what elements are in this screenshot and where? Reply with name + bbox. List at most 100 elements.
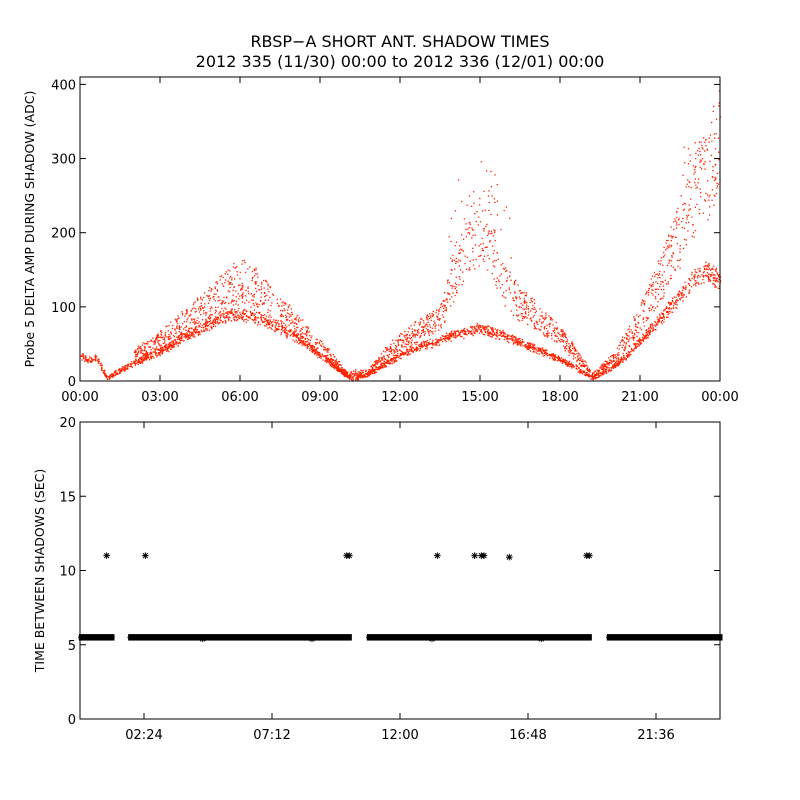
- data-point: [458, 284, 460, 286]
- data-point: [628, 351, 631, 354]
- data-point: [667, 302, 670, 304]
- data-point: [296, 335, 298, 338]
- top-y-tick-label: 300: [51, 153, 76, 168]
- data-point: [231, 300, 233, 302]
- data-point: [618, 360, 620, 362]
- data-point: [186, 333, 188, 336]
- data-point: [335, 364, 338, 367]
- data-point: [335, 369, 338, 371]
- data-point: [249, 310, 252, 313]
- data-point: [558, 332, 560, 334]
- data-point: [97, 360, 99, 362]
- data-point: [707, 275, 710, 278]
- data-point: [685, 288, 687, 291]
- data-point: [660, 297, 663, 300]
- data-point: [230, 275, 232, 278]
- data-point: [297, 314, 299, 317]
- data-point: [415, 349, 418, 351]
- data-point: [426, 345, 428, 347]
- data-point: [252, 303, 255, 305]
- data-point: [627, 355, 629, 357]
- data-point: [546, 332, 548, 335]
- data-point: [306, 333, 308, 335]
- data-point: [557, 332, 559, 334]
- data-point: [169, 346, 171, 348]
- data-point: [676, 304, 678, 306]
- data-point: [188, 330, 190, 333]
- data-point: [276, 321, 279, 324]
- data-point: [312, 345, 315, 347]
- top-y-tick-label: 0: [68, 375, 76, 390]
- data-point: [412, 334, 414, 336]
- data-point: [82, 356, 84, 358]
- data-point: [554, 334, 556, 337]
- data-point: [715, 133, 717, 135]
- data-point: [281, 327, 283, 329]
- data-point: [491, 328, 493, 330]
- data-point: [208, 287, 211, 289]
- data-point: [292, 321, 294, 323]
- data-point: [578, 362, 581, 365]
- data-point: [217, 306, 219, 308]
- data-point: [488, 332, 490, 334]
- data-point: [101, 367, 103, 369]
- data-point: [427, 315, 430, 318]
- data-point: [210, 290, 212, 292]
- data-point: [81, 354, 83, 356]
- data-point: [688, 209, 690, 212]
- data-point: [352, 372, 354, 375]
- data-point: [258, 288, 260, 291]
- data-point: [700, 195, 702, 198]
- data-point: [383, 365, 386, 367]
- data-point: [228, 316, 230, 318]
- data-point: [357, 378, 359, 380]
- data-point: [291, 322, 293, 324]
- data-point: [523, 301, 525, 303]
- data-point: [267, 327, 269, 329]
- data-point: [703, 266, 705, 268]
- data-point: [229, 277, 231, 279]
- data-point: [709, 279, 711, 281]
- data-point: [474, 330, 476, 332]
- data-point: [409, 334, 411, 337]
- data-point: [556, 357, 559, 359]
- data-point: [431, 343, 433, 345]
- data-point: [661, 319, 664, 322]
- data-point: [565, 333, 567, 336]
- data-point: [459, 252, 462, 254]
- data-point: [582, 359, 584, 361]
- data-point: [404, 343, 406, 345]
- data-point: [154, 349, 157, 351]
- data-point: [477, 224, 479, 226]
- data-point: [380, 366, 382, 368]
- data-point: [278, 325, 280, 328]
- data-point: [115, 370, 117, 373]
- data-point: [584, 365, 586, 367]
- data-point: [541, 347, 544, 349]
- data-point: [373, 368, 376, 371]
- data-point: [127, 363, 129, 366]
- data-point: [597, 373, 599, 375]
- data-point: [329, 360, 332, 362]
- data-point: [564, 360, 566, 362]
- data-point: [712, 268, 714, 270]
- data-point: [235, 300, 238, 302]
- data-point: [705, 192, 707, 195]
- data-point: [650, 304, 652, 306]
- data-point: [388, 353, 391, 356]
- data-point: [311, 351, 313, 353]
- data-point: [519, 340, 522, 342]
- data-point: [672, 252, 674, 254]
- data-point: [651, 330, 653, 332]
- data-point: [445, 308, 447, 310]
- data-point: [675, 236, 677, 239]
- data-point: [187, 338, 190, 340]
- data-point: [296, 341, 298, 343]
- data-point: [486, 331, 489, 333]
- data-point: [449, 332, 451, 335]
- data-point: [525, 313, 527, 315]
- data-point: [157, 348, 159, 350]
- data-point: [406, 343, 408, 345]
- data-point: [533, 347, 535, 349]
- data-point: [392, 354, 395, 357]
